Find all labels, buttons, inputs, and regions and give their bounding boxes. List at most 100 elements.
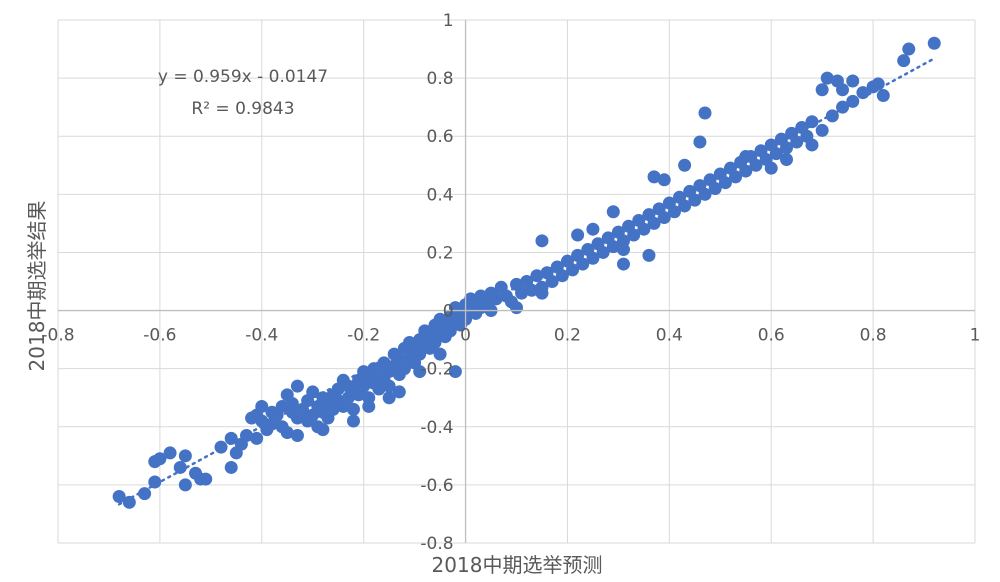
- data-point: [718, 176, 732, 190]
- data-point: [122, 495, 136, 509]
- data-point: [346, 402, 360, 416]
- data-point: [708, 182, 722, 196]
- data-point: [224, 431, 238, 445]
- data-point: [576, 257, 590, 271]
- data-point: [790, 135, 804, 149]
- data-point: [667, 205, 681, 219]
- trendline: [117, 57, 936, 506]
- y-tick-label: -0.8: [420, 534, 453, 554]
- data-point: [897, 54, 911, 68]
- data-point: [596, 245, 610, 259]
- data-point: [698, 187, 712, 201]
- data-point: [586, 222, 600, 236]
- trendline-layer: [117, 57, 936, 506]
- data-point: [290, 379, 304, 393]
- y-tick-label: -0.6: [420, 476, 453, 496]
- data-point: [764, 161, 778, 175]
- data-point: [642, 248, 656, 262]
- data-point: [586, 251, 600, 265]
- data-point: [178, 449, 192, 463]
- data-point: [138, 487, 152, 501]
- y-tick-label: 0.6: [427, 127, 454, 147]
- data-point: [805, 138, 819, 152]
- data-point: [525, 283, 539, 297]
- data-point: [647, 216, 661, 230]
- data-point: [545, 275, 559, 288]
- axes: [58, 20, 975, 543]
- data-point: [566, 263, 580, 277]
- data-point: [163, 446, 177, 460]
- data-point: [657, 173, 671, 187]
- data-point: [571, 228, 585, 242]
- data-point: [698, 106, 712, 120]
- data-point: [820, 71, 834, 85]
- data-point: [346, 414, 360, 428]
- data-point: [815, 123, 829, 137]
- x-tick-label: 1: [970, 326, 981, 346]
- data-point: [627, 228, 641, 242]
- data-point: [780, 141, 794, 155]
- data-point: [316, 423, 330, 437]
- data-point: [510, 301, 523, 315]
- data-point: [856, 86, 870, 100]
- data-point: [693, 135, 707, 149]
- data-point: [606, 240, 620, 254]
- data-point: [815, 83, 829, 97]
- data-point: [678, 199, 692, 213]
- data-point: [535, 234, 549, 248]
- data-point: [112, 490, 126, 504]
- x-tick-label: -0.4: [245, 326, 278, 346]
- y-tick-label: 0: [443, 302, 454, 322]
- data-point: [871, 77, 885, 91]
- data-point: [515, 286, 529, 300]
- data-point: [657, 211, 671, 225]
- data-point: [606, 205, 620, 219]
- data-point: [825, 109, 839, 123]
- data-point: [836, 83, 850, 97]
- data-point: [148, 475, 162, 489]
- data-point: [199, 472, 213, 486]
- x-tick-label: 0.2: [554, 326, 581, 346]
- data-point: [224, 460, 238, 474]
- data-point: [688, 193, 702, 207]
- data-point: [876, 89, 890, 103]
- y-axis-title: 2018中期选举结果: [25, 201, 49, 372]
- data-point: [413, 365, 427, 379]
- data-point: [290, 428, 304, 442]
- data-point: [397, 362, 411, 376]
- data-point: [433, 347, 447, 361]
- data-point: [616, 243, 630, 257]
- y-tick-label: -0.2: [420, 360, 453, 380]
- y-tick-label: 0.2: [427, 243, 454, 263]
- data-point: [173, 460, 187, 474]
- data-point: [729, 170, 743, 184]
- data-point: [362, 399, 376, 413]
- y-tick-label: 0.8: [427, 69, 454, 89]
- data-point: [616, 257, 630, 271]
- x-tick-label: -0.6: [143, 326, 176, 346]
- data-point: [285, 397, 299, 411]
- data-point: [382, 391, 396, 405]
- data-point: [255, 399, 269, 413]
- data-point: [535, 286, 549, 300]
- data-point: [805, 115, 819, 129]
- x-tick-label: -0.2: [347, 326, 380, 346]
- data-point: [678, 158, 692, 172]
- data-point: [392, 385, 406, 399]
- data-point: [250, 431, 264, 445]
- y-tick-label: 0.4: [427, 185, 454, 205]
- data-point: [275, 399, 289, 413]
- data-point: [749, 158, 763, 172]
- x-axis-title: 2018中期选举预测: [432, 553, 603, 577]
- data-point: [555, 269, 569, 283]
- data-point: [739, 164, 753, 178]
- data-point: [178, 478, 192, 492]
- data-point: [448, 365, 462, 379]
- y-tick-label: -0.4: [420, 418, 453, 438]
- data-point: [382, 379, 396, 393]
- data-point: [637, 222, 651, 236]
- x-tick-label: 0.6: [758, 326, 785, 346]
- x-tick-label: 0: [460, 326, 471, 346]
